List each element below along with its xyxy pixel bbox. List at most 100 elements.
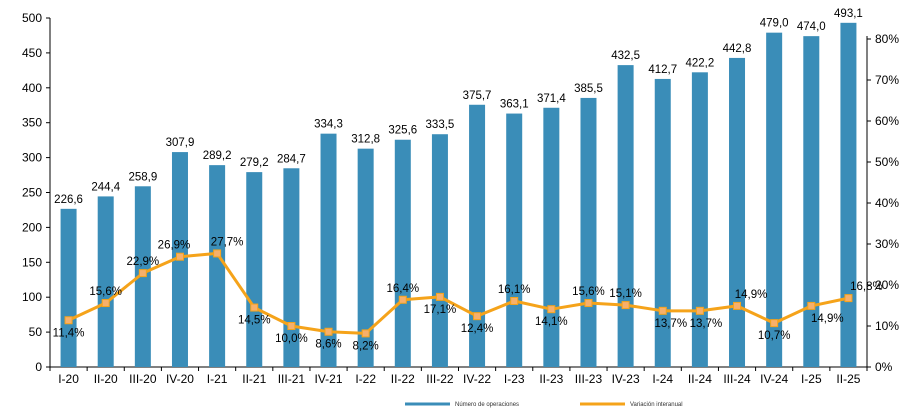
x-tick-label: III-22: [426, 372, 454, 386]
line-point: [844, 294, 853, 303]
x-tick-label: IV-22: [463, 372, 491, 386]
x-tick-label: II-23: [539, 372, 563, 386]
line-point: [361, 329, 370, 338]
right-tick-label: 0%: [875, 360, 893, 374]
bar-value-label: 258,9: [128, 171, 157, 183]
bar: [320, 133, 337, 367]
x-tick-label: I-23: [504, 372, 525, 386]
x-tick-label: I-20: [58, 372, 79, 386]
x-tick-label: I-21: [207, 372, 228, 386]
bar-value-label: 479,0: [760, 18, 789, 30]
line-point: [435, 292, 444, 301]
left-tick-label: 400: [22, 81, 42, 95]
line-value-label: 15,6%: [89, 286, 122, 298]
line-value-label: 11,4%: [53, 327, 85, 339]
bar-value-label: 363,1: [500, 99, 529, 111]
right-tick-label: 10%: [875, 319, 899, 333]
bar-value-label: 412,7: [648, 64, 677, 76]
x-tick-label: IV-20: [166, 372, 194, 386]
line-value-label: 27,7%: [211, 236, 244, 248]
x-tick-label: III-23: [575, 372, 603, 386]
x-tick-label: III-24: [723, 372, 751, 386]
bar-value-label: 422,2: [685, 57, 714, 69]
line-point: [213, 249, 222, 258]
left-tick-label: 250: [22, 186, 42, 200]
line-point: [101, 299, 110, 308]
bar-value-label: 493,1: [834, 8, 863, 20]
line-point: [250, 303, 259, 312]
x-tick-label: I-22: [355, 372, 376, 386]
bar-value-label: 474,0: [797, 21, 826, 33]
left-tick-label: 0: [35, 360, 42, 374]
line-point: [695, 306, 704, 315]
line-point: [324, 327, 333, 336]
bar-value-label: 307,9: [166, 137, 195, 149]
bar-value-label: 289,2: [203, 150, 232, 162]
bar-value-label: 325,6: [388, 125, 417, 137]
bar-value-label: 432,5: [611, 50, 640, 62]
x-tick-label: IV-24: [760, 372, 788, 386]
right-tick-label: 70%: [875, 73, 899, 87]
legend-bar-label: Número de operaciones: [455, 402, 519, 408]
line-point: [807, 301, 816, 310]
line-point: [584, 299, 593, 308]
right-tick-label: 40%: [875, 196, 899, 210]
x-tick-label: II-21: [242, 372, 266, 386]
bar-value-label: 385,5: [574, 83, 603, 95]
right-tick-label: 20%: [875, 278, 899, 292]
bar: [283, 168, 300, 367]
bar-value-label: 284,7: [277, 153, 306, 165]
x-tick-label: I-24: [652, 372, 673, 386]
left-tick-label: 150: [22, 255, 42, 269]
line-value-label: 13,7%: [654, 318, 687, 330]
line-point: [175, 252, 184, 261]
bar: [431, 134, 448, 367]
bar: [357, 148, 374, 367]
line-value-label: 8,2%: [353, 340, 379, 352]
bar-value-label: 371,4: [537, 93, 566, 105]
line-value-label: 8,6%: [315, 339, 341, 351]
line-value-label: 16,8%: [850, 281, 883, 293]
bar: [654, 78, 671, 368]
line-point: [64, 316, 73, 325]
bar-value-label: 375,7: [463, 90, 492, 102]
bar: [617, 65, 634, 368]
line-point: [473, 312, 482, 321]
left-tick-label: 450: [22, 46, 42, 60]
line-value-label: 15,1%: [609, 288, 642, 300]
left-tick-label: 300: [22, 151, 42, 165]
line-point: [621, 301, 630, 310]
bar: [580, 97, 597, 368]
bar: [840, 22, 857, 368]
line-value-label: 14,5%: [238, 315, 271, 327]
legend-line-label: Variación interanual: [630, 402, 683, 408]
bar-value-label: 442,8: [723, 43, 752, 55]
left-tick-label: 50: [29, 325, 43, 339]
bar-value-label: 333,5: [426, 119, 455, 131]
bar: [60, 208, 77, 367]
line-value-label: 10,7%: [758, 330, 791, 342]
bar-value-label: 244,4: [91, 181, 120, 193]
x-tick-label: II-24: [688, 372, 712, 386]
line-point: [658, 306, 667, 315]
bar: [246, 172, 263, 367]
bar-value-label: 226,6: [54, 194, 83, 206]
line-value-label: 12,4%: [461, 323, 494, 335]
bar: [506, 113, 523, 367]
line-value-label: 10,0%: [275, 333, 308, 345]
line-point: [733, 301, 742, 310]
line-value-label: 14,9%: [811, 313, 844, 325]
x-tick-label: IV-21: [315, 372, 343, 386]
bar: [469, 104, 486, 367]
bar: [691, 72, 708, 368]
line-point: [547, 305, 556, 314]
x-tick-label: I-25: [801, 372, 822, 386]
bar: [766, 32, 783, 368]
line-point: [510, 296, 519, 305]
bar-value-label: 334,3: [314, 119, 343, 131]
left-tick-label: 100: [22, 290, 42, 304]
line-value-label: 16,1%: [498, 284, 531, 296]
bar: [394, 139, 411, 367]
